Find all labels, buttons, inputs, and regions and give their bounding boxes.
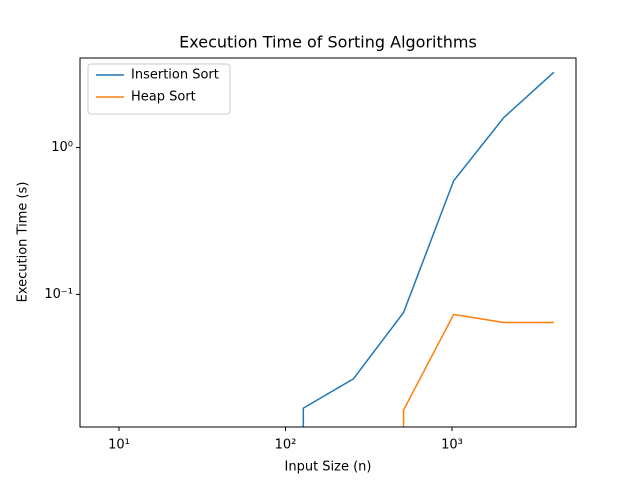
x-tick-label: 10²: [275, 438, 297, 453]
legend-label: Heap Sort: [131, 90, 196, 105]
x-tick-label: 10¹: [108, 438, 130, 453]
legend-box: [87, 63, 231, 115]
y-tick-label: 10⁻¹: [44, 287, 73, 302]
legend-label: Insertion Sort: [131, 68, 219, 83]
plot-area: [302, 71, 555, 427]
y-axis-label: Execution Time (s): [16, 182, 31, 303]
x-tick-label: 10³: [441, 438, 463, 453]
series-line: [402, 313, 554, 427]
x-axis-label: Input Size (n): [285, 460, 372, 475]
chart-title: Execution Time of Sorting Algorithms: [179, 33, 477, 52]
y-tick-label: 10⁰: [51, 140, 73, 155]
axes-frame: [79, 57, 577, 428]
series-line: [302, 71, 555, 427]
